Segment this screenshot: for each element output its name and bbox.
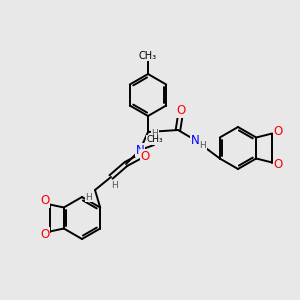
Text: H: H (152, 128, 158, 137)
Text: O: O (274, 125, 283, 138)
Text: O: O (274, 158, 283, 171)
Text: CH₃: CH₃ (147, 136, 163, 145)
Text: H: H (111, 181, 117, 190)
Text: O: O (140, 149, 150, 163)
Text: N: N (136, 143, 144, 157)
Text: O: O (40, 228, 50, 241)
Text: H: H (85, 193, 92, 202)
Text: O: O (40, 194, 50, 207)
Text: CH₃: CH₃ (139, 51, 157, 61)
Text: H: H (200, 140, 206, 149)
Text: N: N (190, 134, 200, 146)
Text: O: O (176, 104, 186, 118)
